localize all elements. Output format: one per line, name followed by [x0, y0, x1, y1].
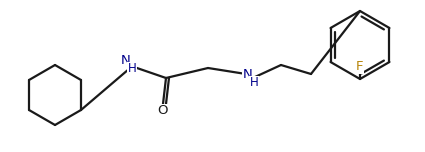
- Text: F: F: [356, 60, 364, 74]
- Text: H: H: [249, 76, 258, 90]
- Text: O: O: [158, 105, 168, 117]
- Text: N: N: [243, 67, 253, 81]
- Text: H: H: [128, 62, 136, 76]
- Text: N: N: [121, 55, 131, 67]
